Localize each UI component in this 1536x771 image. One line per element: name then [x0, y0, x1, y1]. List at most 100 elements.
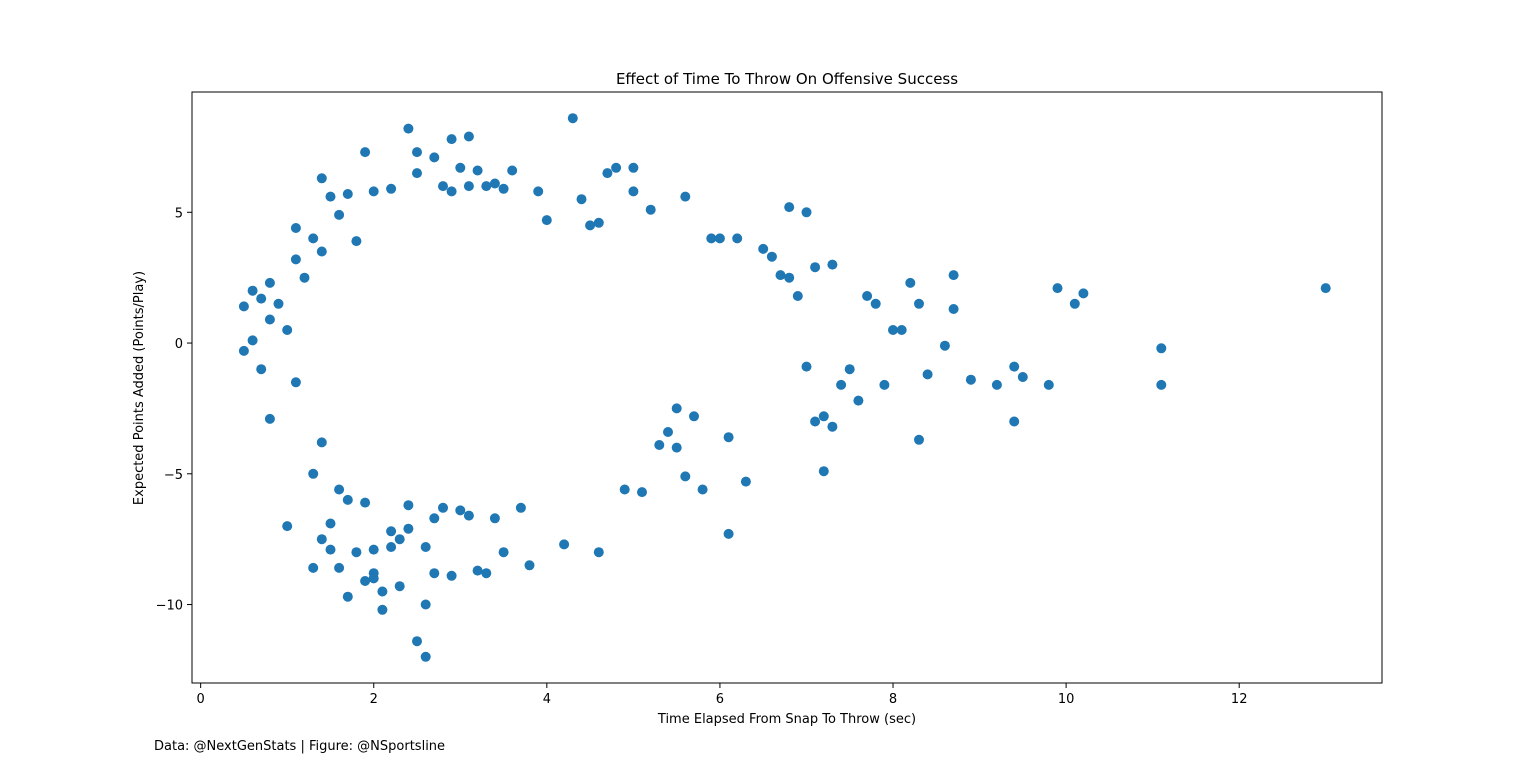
- data-point: [541, 215, 552, 226]
- data-point: [386, 542, 397, 552]
- data-point: [784, 272, 795, 283]
- x-tick-label: 10: [1058, 692, 1075, 707]
- data-point: [948, 270, 959, 281]
- data-point: [498, 183, 509, 194]
- data-point: [316, 246, 327, 257]
- data-point: [810, 262, 821, 273]
- data-point: [334, 209, 345, 220]
- data-point: [455, 505, 466, 516]
- data-point: [567, 113, 578, 124]
- data-point: [316, 173, 327, 184]
- data-point: [377, 604, 388, 615]
- data-point: [403, 523, 414, 534]
- data-point: [792, 291, 803, 301]
- data-point: [585, 220, 596, 231]
- data-point: [680, 191, 691, 202]
- data-point: [290, 223, 301, 233]
- data-point: [403, 123, 414, 134]
- data-point: [438, 181, 448, 192]
- data-point: [1043, 379, 1054, 390]
- data-point: [593, 547, 604, 558]
- data-point: [844, 364, 855, 375]
- data-point: [446, 134, 457, 145]
- data-point: [481, 181, 492, 192]
- data-point: [290, 377, 301, 388]
- data-point: [420, 599, 431, 610]
- data-point: [671, 442, 682, 453]
- data-point: [533, 186, 544, 197]
- data-point: [420, 542, 431, 552]
- data-point: [256, 364, 267, 375]
- data-point: [818, 411, 829, 422]
- data-point: [654, 440, 665, 450]
- data-point: [810, 416, 821, 427]
- data-point: [360, 147, 371, 158]
- x-tick-label: 2: [370, 692, 378, 707]
- data-point: [801, 207, 812, 218]
- data-point: [282, 521, 293, 532]
- y-tick-label: 5: [175, 206, 183, 221]
- data-point: [264, 413, 275, 424]
- data-point: [256, 293, 267, 304]
- data-point: [827, 259, 838, 270]
- data-point: [412, 636, 422, 647]
- data-point: [559, 539, 570, 550]
- data-point: [368, 544, 379, 555]
- data-point: [368, 186, 379, 197]
- data-point: [602, 168, 613, 179]
- data-point: [507, 165, 518, 176]
- data-point: [368, 573, 379, 584]
- data-point: [498, 547, 509, 558]
- data-point: [394, 581, 405, 592]
- data-point: [758, 243, 769, 254]
- data-point: [308, 233, 319, 244]
- data-point: [489, 178, 500, 189]
- data-point: [515, 502, 526, 513]
- data-point: [1017, 372, 1028, 382]
- data-point: [706, 233, 717, 244]
- data-point: [714, 233, 725, 244]
- x-tick-label: 12: [1231, 692, 1248, 707]
- data-point: [628, 186, 639, 197]
- data-point: [377, 586, 388, 597]
- data-point: [948, 304, 959, 314]
- data-point: [922, 369, 933, 380]
- data-point: [264, 314, 275, 325]
- data-point: [862, 291, 873, 301]
- data-point: [325, 544, 336, 555]
- data-point: [611, 162, 622, 173]
- data-point: [671, 403, 682, 414]
- data-point: [732, 233, 743, 244]
- data-point: [386, 183, 397, 194]
- data-point: [689, 411, 699, 422]
- data-point: [342, 591, 353, 602]
- data-point: [308, 562, 319, 573]
- data-point: [914, 434, 924, 445]
- data-point: [325, 191, 336, 202]
- data-point: [351, 547, 362, 558]
- data-point: [429, 568, 440, 579]
- data-point: [888, 325, 898, 335]
- data-point: [740, 476, 751, 487]
- data-point: [316, 437, 327, 448]
- data-point: [593, 217, 604, 228]
- data-point: [939, 340, 950, 351]
- data-point: [801, 361, 812, 372]
- y-tick-label: −10: [156, 599, 183, 614]
- plot-area-frame: [191, 91, 1383, 684]
- data-point: [247, 335, 258, 346]
- data-point: [351, 236, 362, 247]
- data-point: [412, 168, 422, 179]
- data-point: [308, 468, 319, 479]
- data-point: [965, 374, 976, 385]
- data-point: [1052, 283, 1063, 294]
- data-point: [412, 147, 422, 158]
- data-point: [1078, 288, 1089, 299]
- data-point: [818, 466, 829, 477]
- data-point: [896, 325, 907, 335]
- data-point: [463, 131, 474, 142]
- y-axis-label: Expected Points Added (Points/Play): [132, 271, 147, 505]
- data-point: [403, 500, 414, 511]
- data-point: [481, 568, 492, 579]
